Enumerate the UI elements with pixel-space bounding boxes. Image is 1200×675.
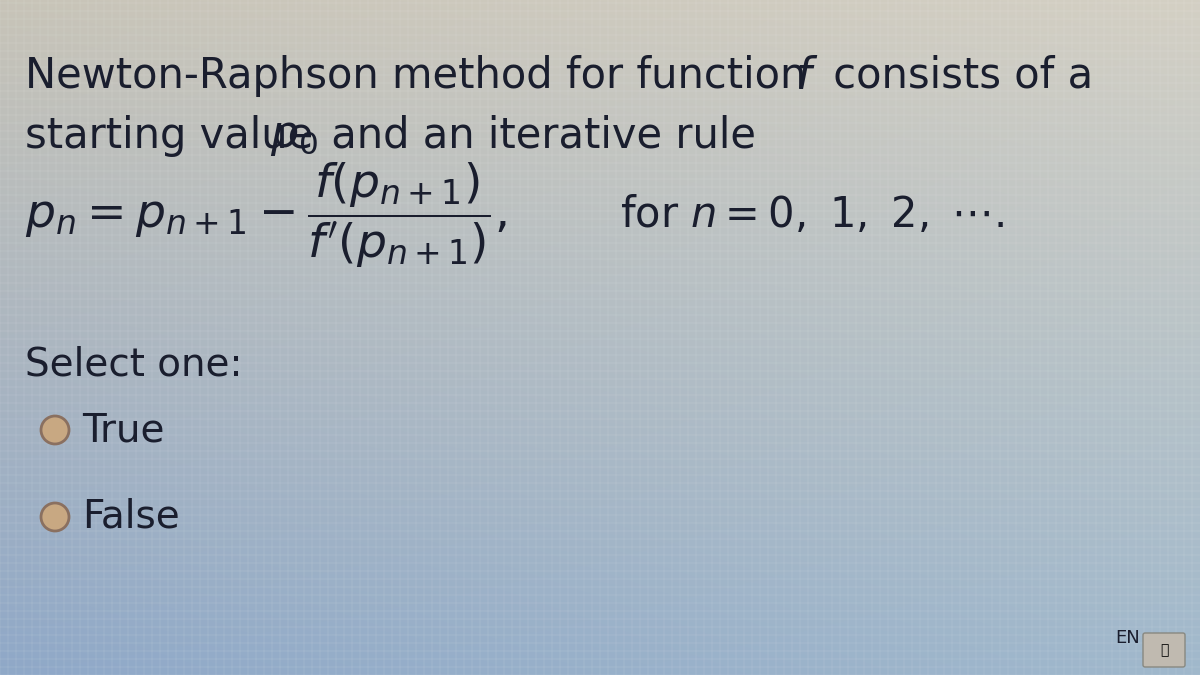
FancyBboxPatch shape [1142, 633, 1186, 667]
Text: 🖼: 🖼 [1160, 643, 1168, 657]
Text: and an iterative rule: and an iterative rule [318, 115, 756, 157]
Ellipse shape [41, 503, 70, 531]
Text: consists of a: consists of a [820, 55, 1093, 97]
Text: for $n = 0,\ 1,\ 2,\ \cdots$.: for $n = 0,\ 1,\ 2,\ \cdots$. [620, 194, 1004, 236]
Text: False: False [82, 498, 180, 536]
Text: $f$: $f$ [796, 55, 818, 98]
Text: Newton-Raphson method for function: Newton-Raphson method for function [25, 55, 820, 97]
Text: True: True [82, 411, 164, 449]
Text: starting value: starting value [25, 115, 326, 157]
Text: $p_n = p_{n+1} - \dfrac{f(p_{n+1})}{f'(p_{n+1})},$: $p_n = p_{n+1} - \dfrac{f(p_{n+1})}{f'(p… [25, 160, 506, 270]
Text: EN: EN [1115, 629, 1140, 647]
Text: Select one:: Select one: [25, 345, 242, 383]
Ellipse shape [41, 416, 70, 444]
Text: $p_0$: $p_0$ [270, 115, 318, 158]
